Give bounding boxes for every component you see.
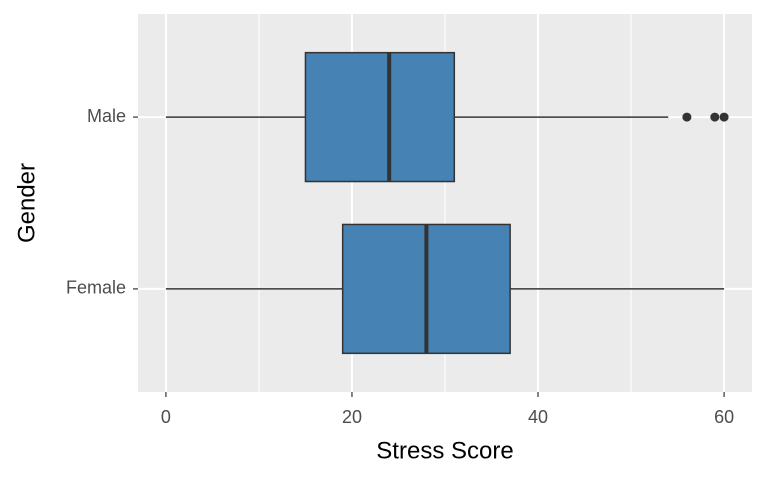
x-tick-label: 20 xyxy=(342,407,362,427)
y-tick-label: Female xyxy=(66,278,126,298)
y-axis-title: Gender xyxy=(13,163,40,243)
outlier xyxy=(682,112,692,122)
x-axis-title: Stress Score xyxy=(376,437,513,464)
box xyxy=(304,51,456,183)
x-tick-label: 60 xyxy=(714,407,734,427)
outlier xyxy=(710,112,720,122)
y-tick-label: Male xyxy=(87,106,126,126)
outlier xyxy=(719,112,729,122)
x-tick-label: 0 xyxy=(161,407,171,427)
x-tick-label: 40 xyxy=(528,407,548,427)
